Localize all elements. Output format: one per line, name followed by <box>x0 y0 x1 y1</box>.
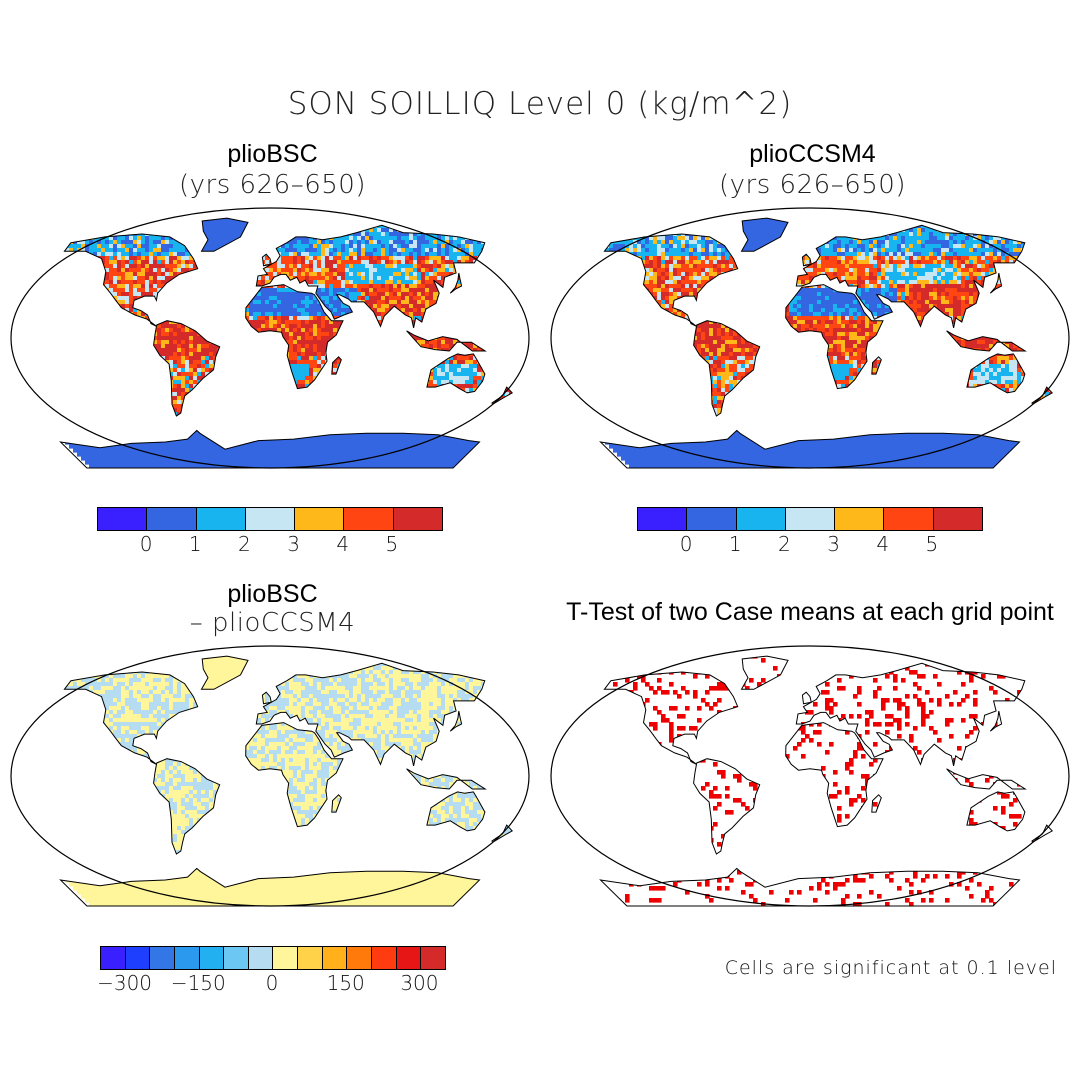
panel2-title: plioCCSM4 <box>640 140 985 169</box>
map-frame <box>550 207 1070 469</box>
map-panel-pliobsc <box>10 207 530 469</box>
colorbar-swatch <box>245 508 296 530</box>
panel3-title: plioBSC <box>100 580 445 609</box>
colorbar-tick-label: 4 <box>876 532 889 556</box>
colorbar-swatch <box>933 508 982 530</box>
map-panel-difference <box>10 645 530 907</box>
colorbar-tick-label: 1 <box>729 532 742 556</box>
panel3-subtitle: – plioCCSM4 <box>100 608 445 638</box>
colorbar-swatch <box>101 947 126 969</box>
colorbar-tick-label: 0 <box>140 532 153 556</box>
colorbar-swatch <box>884 508 934 530</box>
colorbar-tick-label: 5 <box>925 532 938 556</box>
colorbar-swatch <box>372 947 397 969</box>
colorbar-tick-label: 3 <box>287 532 300 556</box>
colorbar-tick-label: 5 <box>385 532 398 556</box>
map-frame <box>10 207 530 469</box>
colorbar-swatch <box>98 508 148 530</box>
colorbar-swatch <box>298 947 323 969</box>
colorbar-swatch <box>347 947 373 969</box>
colorbar-swatch <box>344 508 394 530</box>
colorbar-pliocam <box>637 507 983 531</box>
panel1-title: plioBSC <box>100 140 445 169</box>
colorbar-swatch <box>125 947 151 969</box>
colorbar-tick-label: 0 <box>266 971 279 995</box>
colorbar-pliocam-ticks: 0 1 2 3 4 5 <box>637 532 981 558</box>
colorbar-swatch <box>174 947 200 969</box>
colorbar-pliobsc <box>97 507 443 531</box>
map-frame <box>10 645 530 907</box>
colorbar-swatch <box>147 508 197 530</box>
colorbar-difference <box>100 946 446 970</box>
colorbar-tick-label: 2 <box>778 532 791 556</box>
colorbar-difference-ticks: −300 −150 0 150 300 <box>97 971 444 997</box>
map-panel-pliocam <box>550 207 1070 469</box>
colorbar-swatch <box>224 947 249 969</box>
colorbar-tick-label: 300 <box>400 971 438 995</box>
colorbar-swatch <box>322 947 348 969</box>
colorbar-swatch <box>273 947 299 969</box>
colorbar-pliobsc-ticks: 0 1 2 3 4 5 <box>97 532 441 558</box>
map-ocean <box>551 646 1069 906</box>
significance-note: Cells are significant at 0.1 level <box>600 957 1057 979</box>
map-frame <box>550 645 1070 907</box>
colorbar-swatch <box>150 947 175 969</box>
colorbar-swatch <box>393 508 442 530</box>
colorbar-swatch <box>835 508 885 530</box>
colorbar-swatch <box>248 947 274 969</box>
colorbar-swatch <box>638 508 688 530</box>
figure-title: SON SOILLIQ Level 0 (kg/m^2) <box>0 86 1080 122</box>
colorbar-tick-label: 3 <box>827 532 840 556</box>
colorbar-tick-label: 150 <box>327 971 365 995</box>
colorbar-swatch <box>785 508 836 530</box>
colorbar-swatch <box>736 508 786 530</box>
colorbar-tick-label: 1 <box>189 532 202 556</box>
colorbar-tick-label: −150 <box>171 971 226 995</box>
colorbar-tick-label: 4 <box>336 532 349 556</box>
colorbar-swatch <box>396 947 422 969</box>
colorbar-swatch <box>196 508 246 530</box>
colorbar-tick-label: −300 <box>97 971 152 995</box>
colorbar-swatch <box>421 947 445 969</box>
panel1-subtitle: (yrs 626–650) <box>100 170 445 200</box>
colorbar-swatch <box>687 508 737 530</box>
map-panel-ttest <box>550 645 1070 907</box>
colorbar-swatch <box>199 947 225 969</box>
colorbar-swatch <box>295 508 345 530</box>
colorbar-tick-label: 0 <box>680 532 693 556</box>
colorbar-tick-label: 2 <box>238 532 251 556</box>
panel2-subtitle: (yrs 626–650) <box>640 170 985 200</box>
panel4-title: T-Test of two Case means at each grid po… <box>540 598 1080 627</box>
